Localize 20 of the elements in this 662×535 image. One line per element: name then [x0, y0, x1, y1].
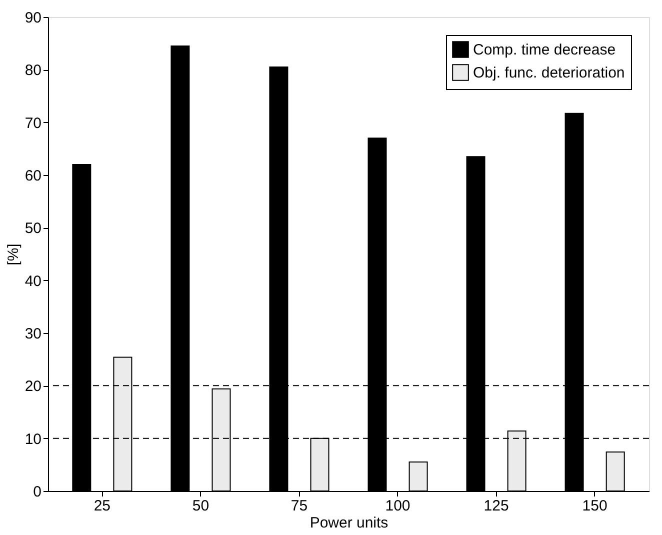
y-tick-label: 70 — [24, 114, 42, 132]
x-tick-label: 50 — [192, 498, 210, 514]
y-tick-label: 80 — [24, 62, 42, 80]
x-tick-label: 125 — [484, 498, 509, 514]
y-tick-label: 40 — [24, 272, 42, 290]
x-tick-label: 25 — [94, 498, 111, 514]
x-tick-label: 100 — [385, 498, 410, 514]
x-axis-title: Power units — [310, 514, 388, 532]
y-tick-label: 90 — [24, 10, 42, 26]
legend-label: Comp. time decrease — [473, 42, 616, 58]
x-tick-label: 150 — [582, 498, 608, 514]
y-axis-title: [%] — [4, 244, 22, 266]
x-tick-label: 75 — [290, 498, 308, 514]
legend-label: Obj. func. deterioration — [473, 64, 625, 82]
y-tick-label: 10 — [24, 430, 42, 448]
y-tick-label: 20 — [24, 378, 42, 396]
y-tick-label: 60 — [24, 168, 42, 184]
y-tick-label: 30 — [24, 326, 42, 342]
y-tick-label: 0 — [33, 484, 42, 500]
y-tick-label: 50 — [24, 220, 42, 238]
